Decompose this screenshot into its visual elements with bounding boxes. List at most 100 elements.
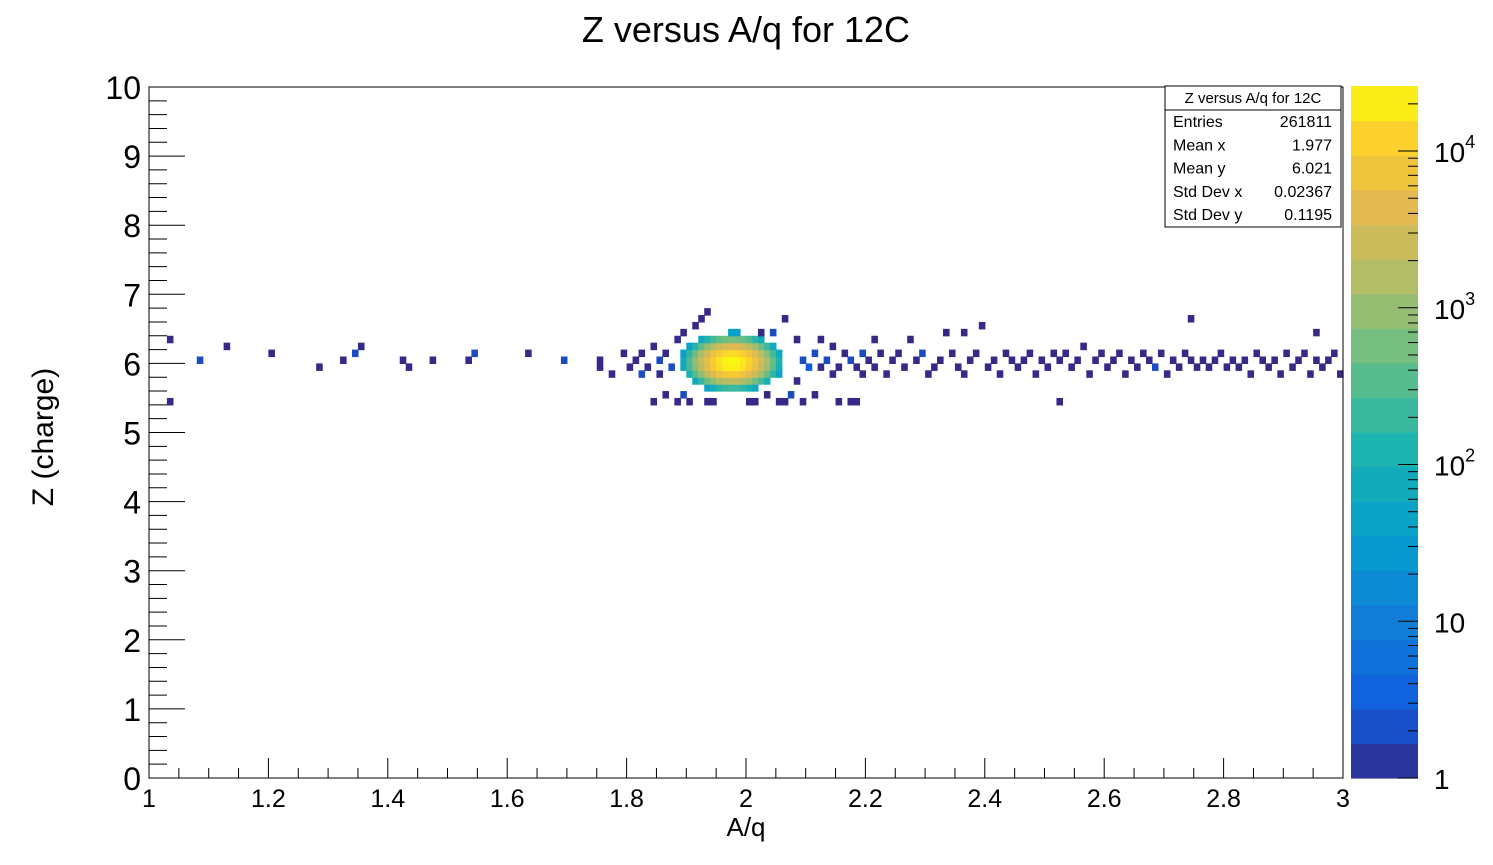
heatmap-cell	[704, 356, 711, 364]
heatmap-cell	[722, 349, 729, 358]
colorbar-band	[1351, 189, 1418, 225]
x-tick-label: 2.6	[1087, 785, 1122, 813]
heatmap-cell	[769, 349, 777, 358]
stats-row-value: 6.021	[1292, 161, 1332, 178]
colorbar-band	[1351, 259, 1418, 295]
heatmap-cell	[859, 349, 866, 358]
heatmap-cell	[686, 397, 693, 406]
heatmap-cell	[1026, 349, 1034, 358]
heatmap-cell	[710, 384, 717, 392]
heatmap-cell	[883, 370, 890, 378]
heatmap-cell	[680, 356, 687, 364]
heatmap-cell	[757, 377, 765, 385]
heatmap-cell	[799, 356, 807, 364]
colorbar-tick-label: 104	[1434, 132, 1475, 168]
heatmap-cell	[316, 363, 323, 371]
heatmap-cell	[734, 363, 741, 371]
heatmap-cell	[954, 363, 962, 371]
heatmap-cell	[704, 397, 711, 406]
heatmap-cell	[1044, 363, 1052, 371]
colorbar-tick-label: 10	[1434, 607, 1465, 638]
x-tick-label: 2.4	[967, 785, 1002, 813]
x-tick-label: 1.2	[251, 785, 286, 813]
heatmap-cell	[680, 391, 687, 399]
colorbar-tick-label: 103	[1434, 289, 1475, 325]
colorbar-band	[1351, 224, 1418, 260]
heatmap-cell	[913, 356, 920, 364]
heatmap-cell	[1271, 356, 1278, 364]
heatmap-cell	[196, 356, 204, 364]
heatmap-cell	[823, 356, 831, 364]
heatmap-cell	[751, 384, 759, 392]
heatmap-cell	[596, 363, 604, 371]
plot-frame	[148, 86, 1344, 779]
heatmap-cell	[704, 384, 711, 392]
stats-row-label: Mean x	[1173, 137, 1225, 154]
heatmap-cell	[734, 342, 741, 351]
heatmap-cell	[692, 370, 699, 378]
heatmap-cell	[722, 384, 729, 392]
stats-row-value: 1.977	[1292, 137, 1332, 154]
heatmap-cell	[1235, 363, 1243, 371]
heatmap-cell	[716, 335, 723, 344]
heatmap-cell	[757, 370, 765, 378]
heatmap-cell	[901, 363, 908, 371]
heatmap-cell	[769, 356, 777, 364]
heatmap-cell	[853, 363, 861, 371]
heatmap-cell	[1301, 349, 1308, 358]
colorbar-band	[1351, 535, 1418, 571]
heatmap-cell	[751, 342, 759, 351]
heatmap-cell	[763, 356, 771, 364]
heatmap-cell	[680, 363, 687, 371]
heatmap-cell	[698, 356, 705, 364]
heatmap-cell	[740, 349, 747, 358]
heatmap-cell	[793, 335, 801, 344]
heatmap-cell	[847, 397, 855, 406]
heatmap-cell	[716, 363, 723, 371]
heatmap-cell	[817, 335, 825, 344]
heatmap-cell	[829, 370, 837, 378]
colorbar-band	[1351, 466, 1418, 502]
heatmap-cell	[1128, 356, 1135, 364]
heatmap-cell	[948, 349, 956, 358]
heatmap-cell	[763, 391, 771, 399]
heatmap-cell	[626, 363, 634, 371]
chart-title: Z versus A/q for 12C	[582, 9, 910, 50]
heatmap-cell	[835, 363, 843, 371]
heatmap-cell	[692, 342, 699, 351]
heatmap-cell	[996, 370, 1004, 378]
heatmap-cell	[1199, 356, 1207, 364]
heatmap-cell	[698, 370, 705, 378]
colorbar-band	[1351, 397, 1418, 433]
heatmap-cell	[1145, 356, 1153, 364]
heatmap-cell	[1163, 370, 1171, 378]
heatmap-cell	[1217, 349, 1225, 358]
heatmap-cell	[728, 370, 735, 378]
colorbar-tick-label: 1	[1434, 764, 1450, 795]
heatmap-cell	[1307, 370, 1314, 378]
stats-row-label: Mean y	[1173, 161, 1225, 178]
heatmap-cell	[757, 363, 765, 371]
heatmap-cell	[680, 349, 687, 358]
heatmap-cell	[650, 342, 658, 351]
heatmap-cell	[674, 397, 681, 406]
y-tick-label: 6	[123, 346, 141, 382]
heatmap-cell	[1074, 356, 1081, 364]
heatmap-cell	[1223, 363, 1231, 371]
heatmap-cell	[763, 363, 771, 371]
heatmap-cell	[865, 356, 872, 364]
heatmap-cell	[775, 397, 783, 406]
heatmap-cell	[978, 321, 986, 330]
heatmap-cell	[686, 356, 693, 364]
heatmap-cell	[1193, 363, 1201, 371]
heatmap-cell	[751, 363, 759, 371]
heatmap-cell	[223, 342, 231, 351]
heatmap-cell	[728, 342, 735, 351]
heatmap-cell	[817, 363, 825, 371]
heatmap-cell	[429, 356, 437, 364]
colorbar-band	[1351, 605, 1418, 641]
stats-box-frame	[1164, 85, 1342, 228]
heatmap-cell	[1313, 328, 1320, 337]
heatmap-cell	[1277, 370, 1284, 378]
